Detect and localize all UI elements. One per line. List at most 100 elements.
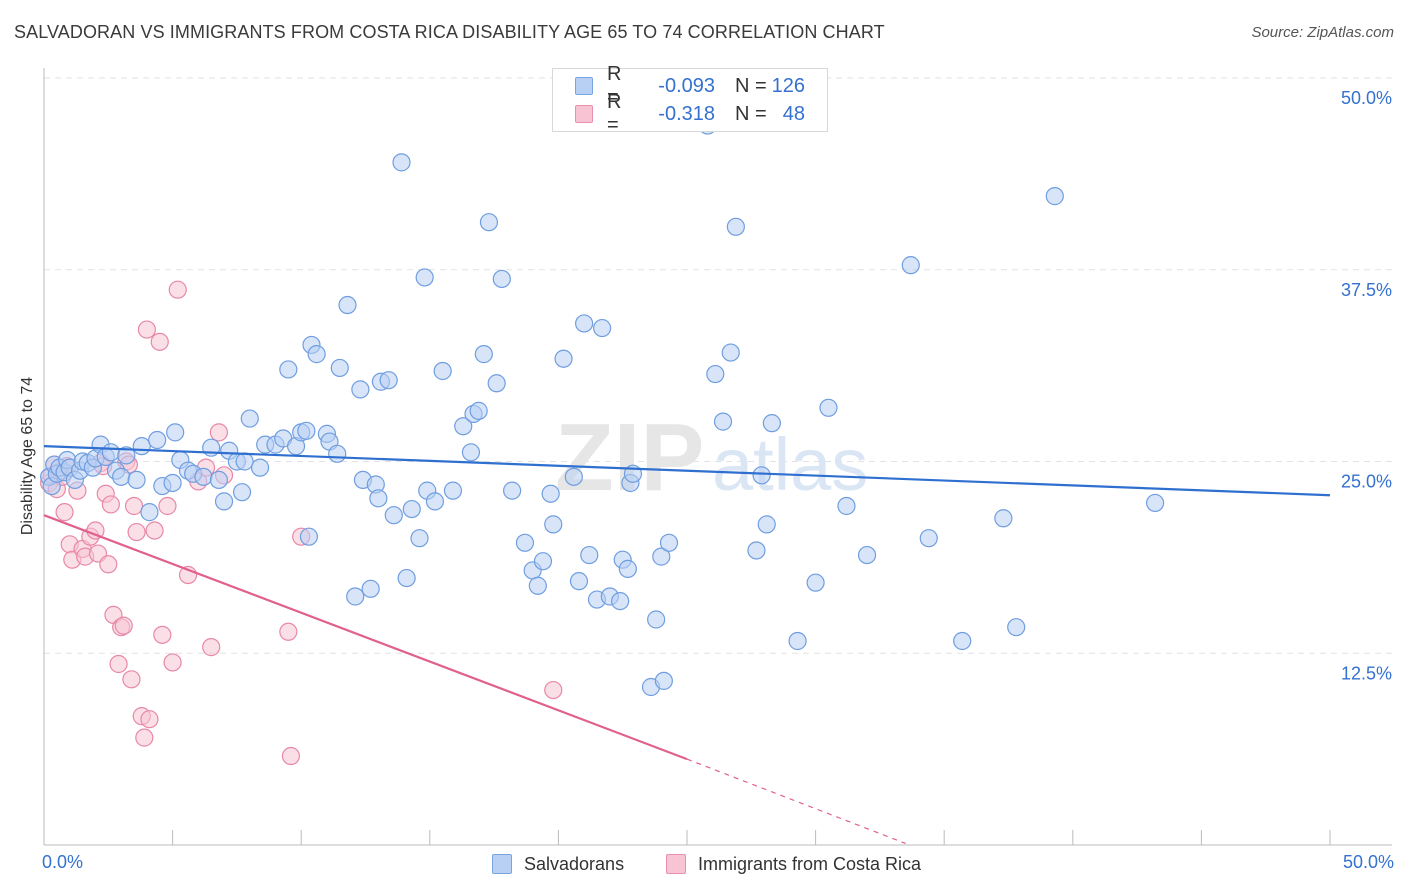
salvadorans-point bbox=[713, 412, 733, 431]
costa-rica-point bbox=[122, 670, 141, 689]
salvadorans-point bbox=[214, 492, 234, 511]
legend-label: Immigrants from Costa Rica bbox=[698, 853, 922, 874]
series-legend: Salvadorans Immigrants from Costa Rica bbox=[0, 852, 1406, 876]
salvadorans-point bbox=[1146, 493, 1165, 513]
costa-rica-point bbox=[137, 320, 156, 339]
salvadorans-point bbox=[469, 401, 488, 420]
salvadorans-point bbox=[554, 349, 573, 368]
salvadorans-point bbox=[461, 443, 481, 462]
costa-rica-point bbox=[202, 638, 221, 657]
gridlines bbox=[44, 77, 1392, 654]
salvadorans-point bbox=[379, 371, 398, 390]
costa-rica-point bbox=[145, 521, 164, 540]
salvadorans-point bbox=[492, 269, 511, 289]
salvadorans-point bbox=[528, 576, 547, 595]
salvadorans-point bbox=[240, 409, 259, 428]
salvadorans-point bbox=[919, 529, 938, 548]
x-tick-label-min: 0.0% bbox=[42, 852, 84, 872]
costa-rica-point bbox=[101, 495, 120, 514]
y-tick-label: 50.0% bbox=[1341, 88, 1392, 108]
costa-rica-trendline bbox=[43, 514, 688, 761]
salvadorans-point bbox=[994, 509, 1013, 528]
r-value: -0.318 bbox=[658, 102, 715, 125]
salvadorans-point bbox=[127, 470, 146, 490]
legend-row-salvadorans: R = -0.093 N = 126 bbox=[553, 63, 805, 108]
salvadorans-point bbox=[384, 506, 403, 525]
n-value: 126 bbox=[771, 74, 805, 97]
salvadorans-point bbox=[410, 529, 429, 548]
salvadorans-point bbox=[132, 437, 151, 456]
source-label: Source: ZipAtlas.com bbox=[1251, 24, 1394, 41]
salvadorans-trendline bbox=[43, 445, 1331, 497]
salvadorans-point bbox=[953, 631, 972, 651]
legend-item-costa-rica: Immigrants from Costa Rica bbox=[666, 852, 921, 876]
salvadorans-point bbox=[117, 446, 136, 465]
costa-rica-point bbox=[140, 710, 159, 729]
legend-label: Salvadorans bbox=[524, 853, 625, 874]
salvadorans-point bbox=[454, 417, 473, 436]
n-label: N = bbox=[735, 74, 767, 97]
costa-rica-point bbox=[153, 625, 172, 644]
costa-rica-point bbox=[124, 496, 144, 516]
salvadorans-point bbox=[279, 360, 298, 379]
salvadorans-legend-swatch bbox=[492, 854, 512, 874]
watermark: ZIP atlas bbox=[555, 404, 868, 511]
salvadorans-point bbox=[706, 364, 725, 384]
salvadorans-point bbox=[544, 515, 563, 534]
costa-rica-point bbox=[109, 654, 128, 674]
costa-rica-point bbox=[279, 622, 298, 641]
salvadorans-point bbox=[474, 345, 493, 364]
salvadorans-point bbox=[346, 587, 365, 606]
costa-rica-point bbox=[158, 496, 177, 516]
salvadorans-point bbox=[112, 467, 131, 486]
costa-rica-point bbox=[209, 423, 228, 442]
salvadorans-point bbox=[361, 579, 380, 598]
salvadorans-point bbox=[397, 568, 416, 588]
salvadorans-point bbox=[433, 361, 452, 381]
costa-rica-point bbox=[135, 728, 154, 747]
salvadorans-point bbox=[757, 515, 776, 534]
salvadorans-point bbox=[1045, 187, 1064, 206]
watermark-zip: ZIP bbox=[555, 404, 704, 511]
y-tick-label: 25.0% bbox=[1341, 472, 1392, 492]
costa-rica-point bbox=[55, 503, 74, 522]
trendlines bbox=[43, 445, 1331, 845]
salvadorans-point bbox=[392, 153, 411, 172]
chart-title: SALVADORAN VS IMMIGRANTS FROM COSTA RICA… bbox=[14, 22, 885, 42]
salvadorans-point bbox=[721, 343, 740, 362]
salvadorans-point bbox=[487, 374, 506, 393]
salvadorans-point bbox=[232, 483, 252, 502]
salvadorans-point bbox=[819, 398, 838, 417]
salvadorans-point bbox=[163, 473, 182, 493]
n-value: 48 bbox=[782, 102, 805, 125]
salvadorans-point bbox=[166, 423, 185, 442]
salvadorans-point bbox=[140, 503, 159, 522]
salvadorans-point bbox=[101, 443, 120, 462]
salvadorans-point bbox=[618, 559, 637, 578]
salvadorans-point bbox=[806, 573, 825, 592]
costa-rica-swatch bbox=[575, 105, 593, 123]
r-label: R = bbox=[607, 91, 622, 136]
x-tick-label-max: 50.0% bbox=[1342, 852, 1394, 872]
salvadorans-point bbox=[580, 545, 599, 565]
salvadorans-point bbox=[515, 533, 535, 552]
salvadorans-point bbox=[415, 268, 434, 287]
costa-rica-point bbox=[127, 522, 146, 542]
series-salvadorans-points bbox=[40, 116, 1165, 697]
salvadorans-point bbox=[611, 591, 630, 611]
salvadorans-point bbox=[209, 470, 228, 490]
salvadorans-point bbox=[297, 421, 316, 440]
y-tick-labels: 12.5% 25.0% 37.5% 50.0% bbox=[1341, 88, 1392, 683]
salvadorans-swatch bbox=[575, 77, 593, 95]
salvadorans-point bbox=[901, 256, 920, 275]
salvadorans-point bbox=[299, 527, 319, 546]
salvadorans-point bbox=[1007, 618, 1026, 637]
salvadorans-point bbox=[250, 458, 270, 477]
correlation-legend: R = -0.093 N = 126 R = -0.318 N = 48 bbox=[552, 63, 828, 136]
salvadorans-point bbox=[541, 484, 560, 503]
salvadorans-point bbox=[148, 430, 167, 450]
salvadorans-point bbox=[351, 380, 370, 399]
salvadorans-point bbox=[747, 541, 766, 560]
costa-rica-point bbox=[114, 616, 133, 635]
